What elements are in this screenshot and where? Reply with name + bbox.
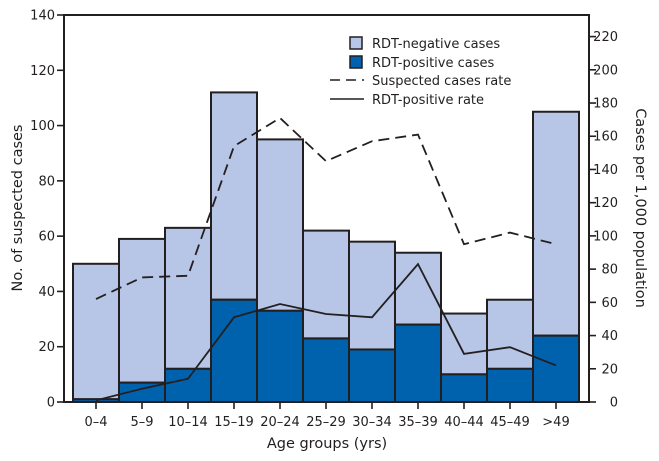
y-tick-label-100: 100	[30, 119, 55, 134]
x-tick-label-1: 5–9	[130, 415, 153, 430]
right-axis-ticks: 0 20 40 60 80 100 120 140 160 180 200 220	[589, 30, 618, 411]
left-axis-ticks: 0 20 40 60 80 100 120 140	[30, 9, 64, 411]
bars-layer	[72, 91, 580, 404]
x-tick-label-10: >49	[542, 415, 569, 430]
bar-negative-6	[348, 240, 396, 351]
legend-label-positive-rate: RDT-positive rate	[372, 93, 484, 108]
legend-label-positive: RDT-positive cases	[372, 56, 494, 71]
bar-negative-9	[486, 298, 534, 370]
legend-swatch-negative	[349, 36, 363, 50]
x-tick-label-3: 15–19	[214, 415, 254, 430]
y2-tick-label-160: 160	[593, 130, 618, 145]
y2-tick-label-140: 140	[593, 163, 618, 178]
y2-tick-label-180: 180	[593, 97, 618, 112]
bar-positive-10	[532, 334, 580, 403]
y2-tick-label-200: 200	[593, 63, 618, 78]
bar-negative-5	[302, 229, 350, 340]
x-tick-label-0: 0–4	[84, 415, 107, 430]
legend-label-negative: RDT-negative cases	[372, 37, 500, 52]
bar-positive-6	[348, 348, 396, 404]
y2-tick-label-120: 120	[593, 196, 618, 211]
x-tick-label-7: 35–39	[398, 415, 438, 430]
y2-axis-title: Cases per 1,000 population	[632, 108, 648, 308]
x-tick-label-4: 20–24	[260, 415, 300, 430]
bar-negative-4	[256, 138, 304, 312]
lines-layer	[95, 116, 557, 402]
bar-negative-3	[210, 91, 258, 301]
y-tick-label-80: 80	[38, 174, 55, 189]
bar-positive-3	[210, 298, 258, 404]
y2-tick-label-20: 20	[601, 362, 618, 377]
bar-positive-9	[486, 367, 534, 404]
bar-negative-0	[72, 262, 120, 401]
x-axis-title: Age groups (yrs)	[267, 436, 387, 452]
legend-label-suspected-rate: Suspected cases rate	[372, 74, 511, 89]
line-suspected-rate	[95, 116, 557, 300]
x-axis-ticks: 0–4 5–9 10–14 15–19 20–24 25–29 30–34 35–39 40–4…	[84, 402, 570, 430]
line-positive-rate	[95, 262, 557, 402]
y-tick-label-0: 0	[47, 396, 55, 411]
legend: RDT-negative cases RDT-positive cases Su…	[330, 36, 511, 108]
bar-positive-5	[302, 337, 350, 403]
x-tick-label-5: 25–29	[306, 415, 346, 430]
bar-positive-2	[164, 367, 212, 404]
bar-positive-4	[256, 309, 304, 403]
x-tick-label-8: 40–44	[444, 415, 484, 430]
x-tick-label-9: 45–49	[490, 415, 530, 430]
y-tick-label-40: 40	[38, 285, 55, 300]
bar-positive-7	[394, 323, 442, 404]
bar-negative-10	[532, 110, 580, 337]
y-tick-label-20: 20	[38, 340, 55, 355]
x-tick-label-6: 30–34	[352, 415, 392, 430]
bar-positive-8	[440, 373, 488, 404]
legend-swatch-positive	[349, 55, 363, 69]
y2-tick-label-0: 0	[610, 396, 618, 411]
x-tick-label-2: 10–14	[168, 415, 208, 430]
y2-tick-label-80: 80	[601, 263, 618, 278]
y-tick-label-140: 140	[30, 9, 55, 24]
y-tick-label-60: 60	[38, 230, 55, 245]
y2-tick-label-40: 40	[601, 329, 618, 344]
bar-negative-1	[118, 237, 166, 384]
bar-negative-2	[164, 226, 212, 370]
y2-tick-label-220: 220	[593, 30, 618, 45]
y-tick-label-120: 120	[30, 64, 55, 79]
y2-tick-label-60: 60	[601, 296, 618, 311]
y2-tick-label-100: 100	[593, 229, 618, 244]
y-axis-title: No. of suspected cases	[10, 125, 26, 292]
